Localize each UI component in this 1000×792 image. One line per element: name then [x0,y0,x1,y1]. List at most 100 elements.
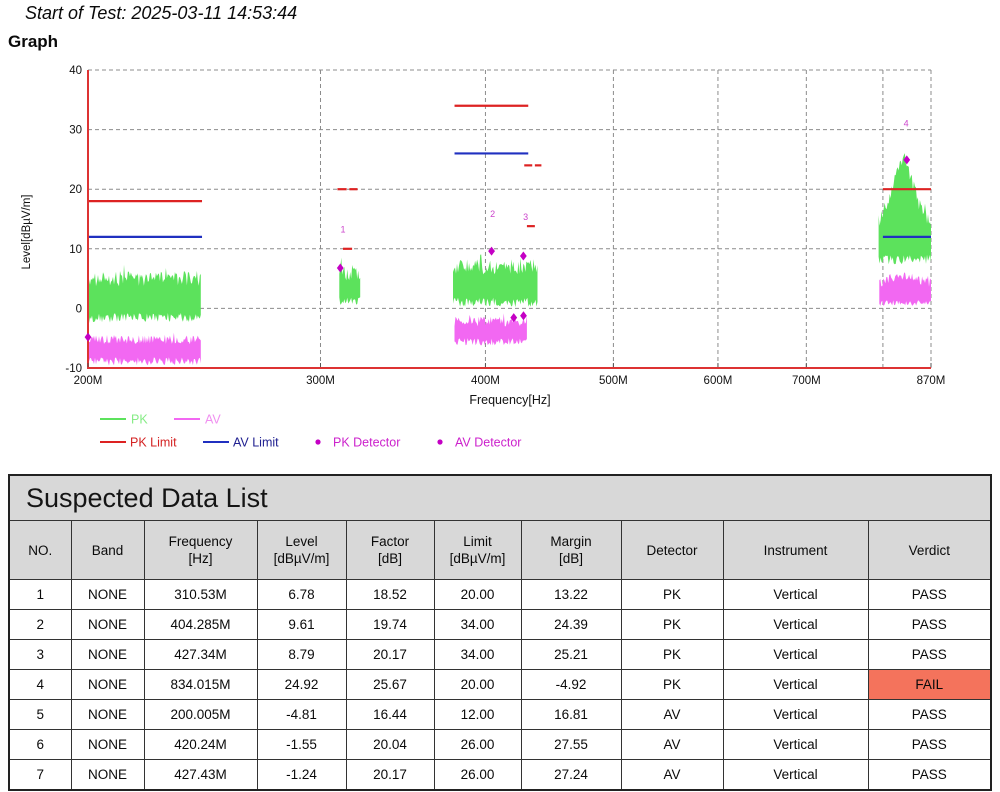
table-title: Suspected Data List [8,474,992,521]
y-tick-label: 40 [69,65,82,77]
av-detector-marker [510,313,518,323]
table-cell: Vertical [722,669,869,700]
verdict-cell-pass: PASS [867,759,992,791]
y-axis-title: Level[dBµV/m] [21,194,33,269]
table-cell: 13.22 [520,579,622,610]
av-trace-band [454,313,527,346]
table-cell: AV [620,759,724,791]
x-tick-label: 200M [74,375,103,387]
verdict-cell-pass: PASS [867,579,992,610]
table-cell: 6 [8,729,72,760]
y-tick-label: 30 [69,125,82,137]
y-tick-label: 0 [76,303,82,315]
table-cell: 420.24M [143,729,258,760]
table-row: 2 NONE 404.285M 9.61 19.74 34.00 24.39 PK Vertic… [8,609,992,640]
column-header-level: Level [dBµV/m] [256,520,347,580]
table-cell: PK [620,669,724,700]
table-row: 4 NONE 834.015M 24.92 25.67 20.00 -4.92 PK Verti… [8,669,992,700]
table-cell: 20.04 [345,729,435,760]
y-tick-label: -10 [65,363,82,375]
table-cell: 200.005M [143,699,258,730]
table-cell: -1.24 [256,759,347,791]
table-row: 6 NONE 420.24M -1.55 20.04 26.00 27.55 AV Vertic… [8,729,992,760]
table-cell: 25.21 [520,639,622,670]
table-cell: 27.55 [520,729,622,760]
table-cell: 20.00 [433,669,522,700]
verdict-cell-pass: PASS [867,699,992,730]
verdict-cell-pass: PASS [867,639,992,670]
av-trace-band [879,272,931,306]
verdict-cell-fail: FAIL [867,669,992,700]
pk-detector-marker [488,246,495,256]
graph-section-title: Graph [8,32,59,51]
table-cell: 26.00 [433,729,522,760]
table-cell: Vertical [722,579,869,610]
column-header-frequency: Frequency [Hz] [143,520,258,580]
column-header-limit: Limit [dBµV/m] [433,520,522,580]
column-header-instrument: Instrument [722,520,869,580]
legend-label: PK [131,413,148,427]
table-cell: NONE [70,699,145,730]
table-cell: 26.00 [433,759,522,791]
marker-number-label: 1 [340,225,345,235]
x-tick-label: 400M [471,375,500,387]
table-cell: 834.015M [143,669,258,700]
pk-trace-band [88,264,201,324]
table-cell: 18.52 [345,579,435,610]
pk-trace-band [339,257,361,305]
table-cell: 20.00 [433,579,522,610]
legend-label: AV [205,413,221,427]
table-cell: 7 [8,759,72,791]
table-cell: 34.00 [433,609,522,640]
suspected-data-list-table: Suspected Data List NO. Band Frequency [Hz] L… [8,474,993,791]
x-axis-title: Frequency[Hz] [469,393,550,407]
table-cell: 3 [8,639,72,670]
table-cell: 24.92 [256,669,347,700]
legend-label: AV Detector [455,436,521,450]
table-row: 3 NONE 427.34M 8.79 20.17 34.00 25.21 PK Vertica… [8,639,992,670]
marker-number-label: 3 [523,212,528,222]
av-detector-marker [84,332,92,342]
pk-detector-marker [519,251,527,261]
table-cell: 16.81 [520,699,622,730]
table-cell: -1.55 [256,729,347,760]
table-cell: -4.81 [256,699,347,730]
y-tick-label: 20 [69,184,82,196]
table-cell: 34.00 [433,639,522,670]
table-row: 1 NONE 310.53M 6.78 18.52 20.00 13.22 PK Vertica… [8,579,992,610]
table-cell: 5 [8,699,72,730]
table-cell: PK [620,609,724,640]
legend-label: PK Limit [130,436,177,450]
table-cell: 12.00 [433,699,522,730]
pk-trace-band [453,254,538,308]
table-cell: Vertical [722,609,869,640]
table-cell: 427.34M [143,639,258,670]
table-cell: -4.92 [520,669,622,700]
table-row: 5 NONE 200.005M -4.81 16.44 12.00 16.81 AV Verti… [8,699,992,730]
x-tick-label: 500M [599,375,628,387]
table-cell: 9.61 [256,609,347,640]
table-cell: 427.43M [143,759,258,791]
table-cell: AV [620,729,724,760]
x-tick-label: 700M [792,375,821,387]
table-cell: NONE [70,729,145,760]
table-cell: PK [620,579,724,610]
table-cell: NONE [70,759,145,791]
table-cell: 16.44 [345,699,435,730]
marker-number-label: 4 [904,119,909,129]
table-cell: 1 [8,579,72,610]
av-trace-band [88,330,201,366]
x-tick-label: 870M [917,375,946,387]
table-cell: 20.17 [345,639,435,670]
table-cell: NONE [70,669,145,700]
legend-dot-pk-detector [315,439,321,445]
x-tick-label: 300M [306,375,335,387]
table-header-row: NO. Band Frequency [Hz] Level [dBµV/m] Factor[… [8,520,992,580]
table-cell: 2 [8,609,72,640]
table-cell: 27.24 [520,759,622,791]
verdict-cell-pass: PASS [867,729,992,760]
column-header-margin: Margin [dB] [520,520,622,580]
pk-detector-marker [336,263,344,273]
